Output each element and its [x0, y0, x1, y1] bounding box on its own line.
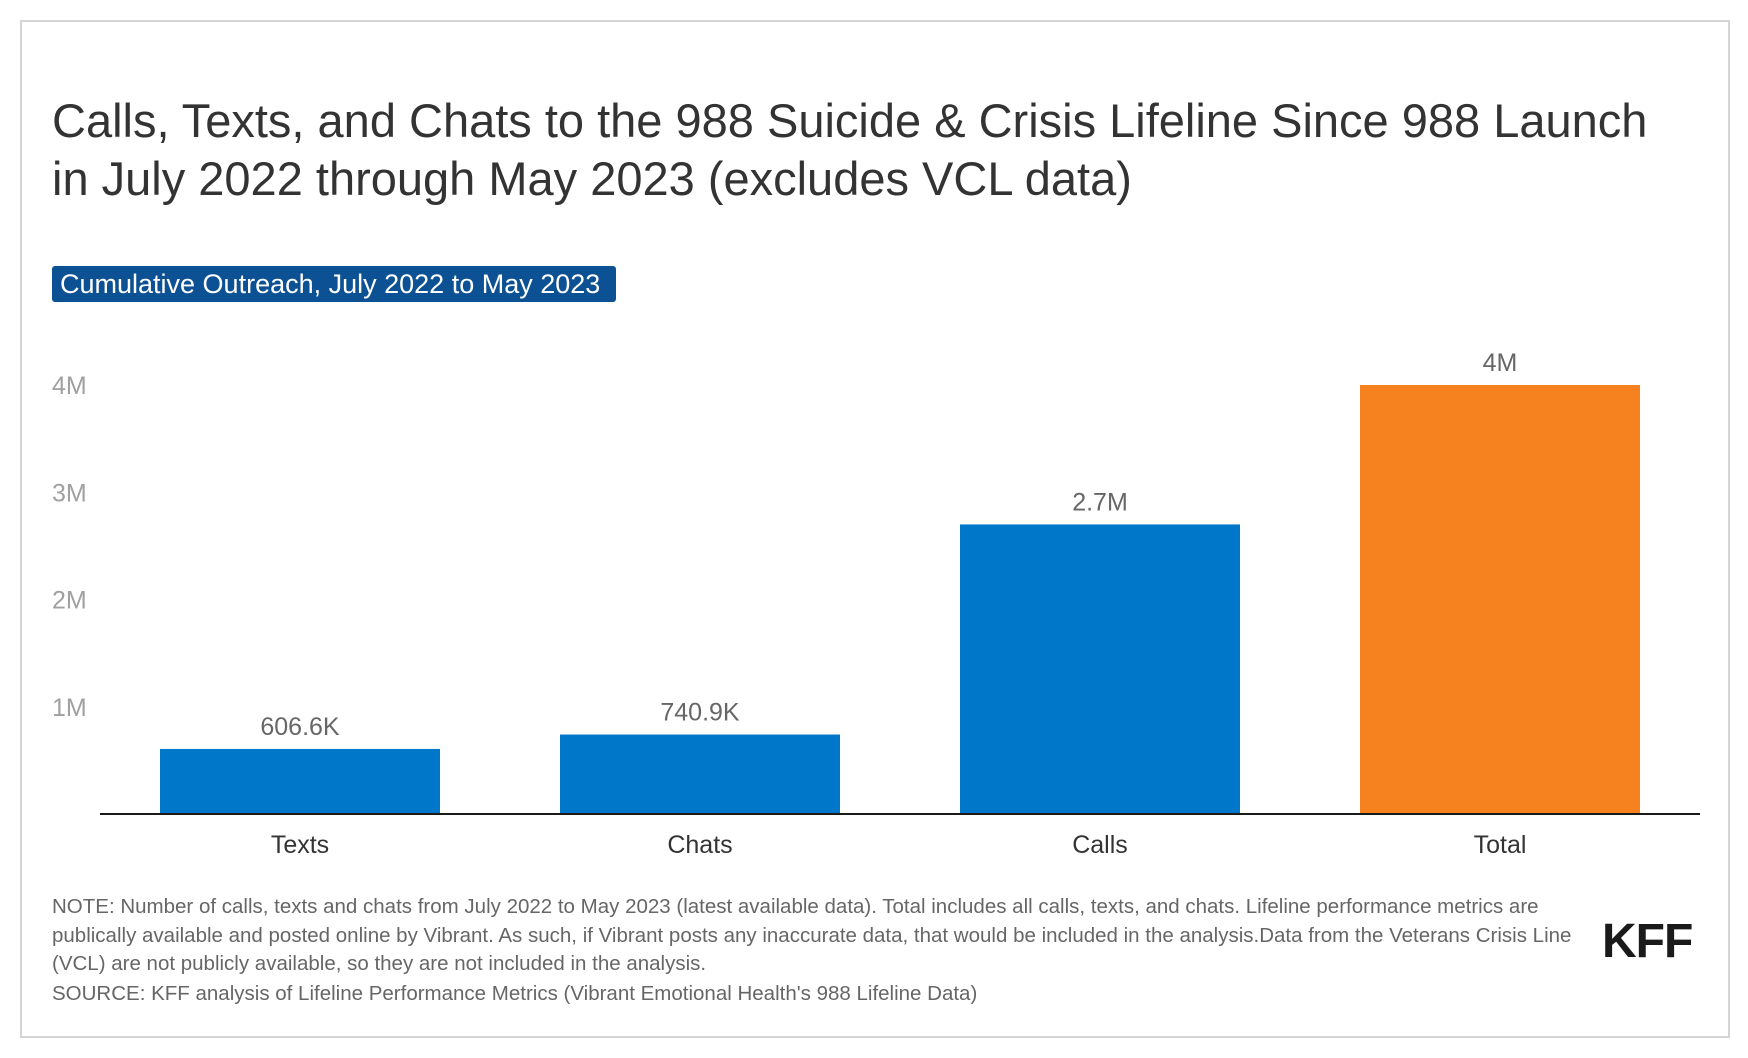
bar-chart: 1M 2M 3M 4M 606.6K Texts 740.9K Chats 2.7M Calls 4… [52, 349, 1700, 859]
x-tick-label: Texts [271, 831, 329, 859]
data-label: 740.9K [660, 699, 740, 727]
chart-title: Calls, Texts, and Chats to the 988 Suici… [52, 94, 1648, 205]
bar-texts [160, 748, 440, 814]
x-tick-label: Total [1474, 831, 1527, 859]
data-label: 606.6K [260, 713, 340, 741]
y-tick-label: 1M [52, 694, 87, 722]
chart-source: SOURCE: KFF analysis of Lifeline Perform… [52, 982, 978, 1005]
bar-calls [960, 524, 1240, 814]
kff-logo: KFF [1602, 915, 1693, 968]
x-tick-label: Chats [667, 831, 732, 859]
chart-note: NOTE: Number of calls, texts and chats f… [52, 895, 1572, 975]
x-tick-label: Calls [1072, 831, 1128, 859]
subtitle-badge: Cumulative Outreach, July 2022 to May 20… [52, 266, 617, 302]
data-label: 2.7M [1072, 488, 1128, 516]
y-tick-label: 3M [52, 479, 87, 507]
y-tick-label: 4M [52, 372, 87, 400]
bar-chats [560, 734, 840, 814]
y-tick-label: 2M [52, 587, 87, 615]
bar-total [1360, 385, 1640, 814]
data-label: 4M [1483, 349, 1518, 377]
